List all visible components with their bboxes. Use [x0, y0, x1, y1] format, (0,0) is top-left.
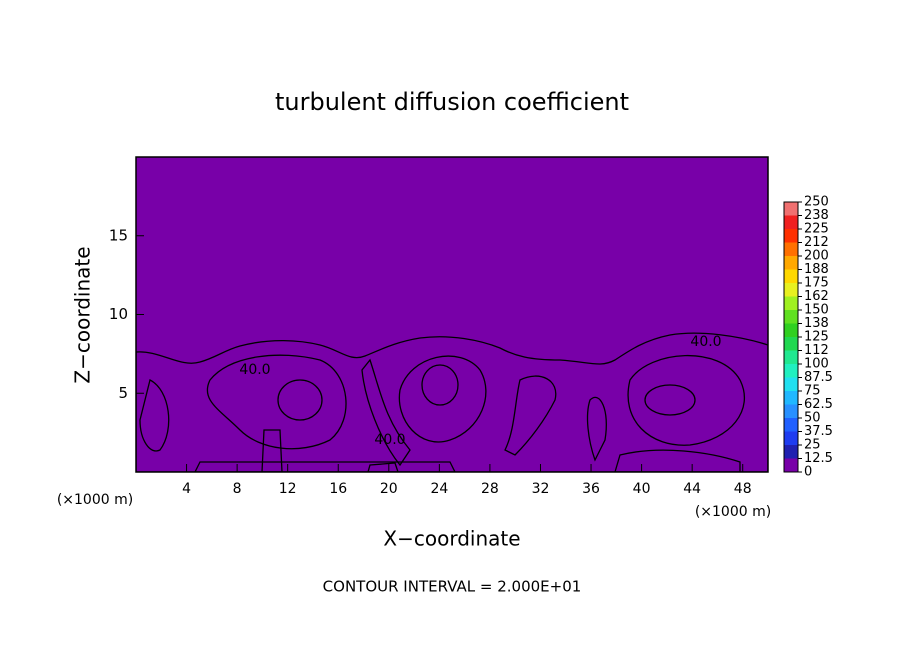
colorbar-tick-label: 175 [804, 276, 829, 291]
x-tick-label: 28 [481, 481, 499, 497]
field-region [367, 462, 399, 472]
colorbar-tick-label: 188 [804, 262, 829, 277]
colorbar-tick-label: 25 [804, 438, 821, 453]
x-tick-label: 12 [279, 481, 297, 497]
x-tick-label: 48 [734, 481, 752, 497]
colorbar-tick-label: 125 [804, 330, 829, 345]
colorbar-tick-label: 62.5 [804, 397, 833, 412]
field-region [361, 358, 411, 467]
x-tick-label: 20 [380, 481, 398, 497]
x-tick-label: 36 [582, 481, 600, 497]
y-tick-label: 15 [109, 226, 128, 244]
colorbar-bin [784, 256, 798, 270]
y-tick-label: 10 [109, 305, 128, 323]
colorbar-tick-label: 225 [804, 222, 829, 237]
field-region [614, 449, 741, 472]
y-axis-label: Z−coordinate [71, 246, 95, 383]
chart-title: turbulent diffusion coefficient [275, 88, 629, 116]
colorbar-tick-label: 0 [804, 465, 812, 480]
x-unit-label: (×1000 m) [57, 492, 133, 508]
contour-label: 40.0 [690, 334, 721, 350]
colorbar-bin [784, 296, 798, 310]
colorbar-tick-label: 12.5 [804, 451, 833, 466]
field-region [261, 429, 283, 472]
x-tick-label: 40 [633, 481, 651, 497]
colorbar-tick-label: 150 [804, 303, 829, 318]
x-axis-label: X−coordinate [383, 527, 520, 551]
colorbar-bin [784, 323, 798, 337]
x-tick-label: 44 [683, 481, 701, 497]
colorbar-bin [784, 283, 798, 297]
footer: CONTOUR INTERVAL = 2.000E+01 [323, 578, 582, 596]
colorbar-tick-label: 238 [804, 208, 829, 223]
colorbar-bin [784, 431, 798, 445]
colorbar-bin [784, 391, 798, 405]
colorbar-bin [784, 418, 798, 432]
contour-label: 40.0 [239, 362, 270, 378]
colorbar-bin [784, 445, 798, 459]
colorbar-bin [784, 229, 798, 243]
x-tick-label: 24 [430, 481, 448, 497]
colorbar-tick-label: 250 [804, 195, 829, 210]
field-region [206, 354, 347, 450]
colorbar-bin [784, 337, 798, 351]
colorbar-bin [784, 350, 798, 364]
x-tick-label: 32 [532, 481, 550, 497]
colorbar-bin [784, 202, 798, 216]
x-tick-label: 16 [329, 481, 347, 497]
colorbar-tick-label: 138 [804, 316, 829, 331]
colorbar-bin [784, 404, 798, 418]
colorbar-bin [784, 377, 798, 391]
field-region [504, 375, 557, 456]
field-region [139, 379, 170, 452]
colorbar-tick-label: 162 [804, 289, 829, 304]
colorbar-bin [784, 269, 798, 283]
colorbar-bin [784, 310, 798, 324]
field-background [136, 157, 768, 472]
colorbar-bin [784, 364, 798, 378]
colorbar-tick-label: 37.5 [804, 424, 833, 439]
colorbar-tick-label: 87.5 [804, 370, 833, 385]
y-tick-label: 5 [118, 384, 128, 402]
field-region [644, 384, 696, 416]
colorbar-tick-label: 200 [804, 249, 829, 264]
colorbar-bin [784, 242, 798, 256]
colorbar-tick-label: 112 [804, 343, 829, 358]
field-region [586, 396, 607, 462]
colorbar-tick-label: 50 [804, 411, 821, 426]
contour-label: 40.0 [374, 432, 405, 448]
x-tick-label: 4 [182, 481, 191, 497]
field-region [627, 354, 746, 446]
field-region [398, 355, 487, 443]
x-unit-label: (×1000 m) [695, 504, 771, 520]
colorbar-tick-label: 100 [804, 357, 829, 372]
field-region [277, 379, 323, 421]
field-region [136, 332, 768, 472]
colorbar-tick-label: 212 [804, 235, 829, 250]
field [136, 157, 768, 472]
colorbar-bin [784, 215, 798, 229]
colorbar-bin [784, 458, 798, 472]
x-tick-label: 8 [233, 481, 242, 497]
field-region [421, 364, 459, 406]
colorbar-tick-label: 75 [804, 384, 821, 399]
field-region [194, 461, 456, 472]
